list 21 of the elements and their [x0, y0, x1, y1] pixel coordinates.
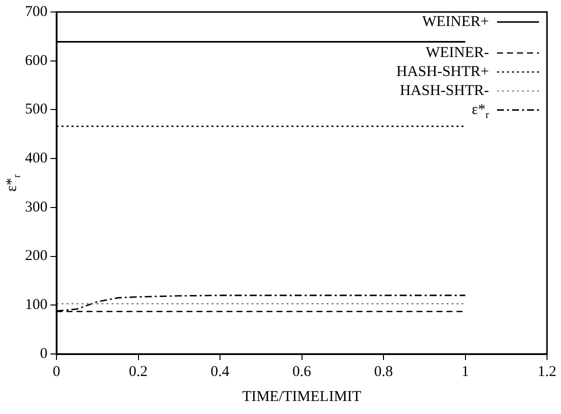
- x-tick-label: 0.6: [292, 364, 312, 380]
- y-tick-label: 100: [25, 297, 48, 314]
- legend-label: WEINER-: [426, 44, 490, 61]
- y-tick-label: 400: [25, 150, 48, 167]
- y-tick-label: 200: [25, 248, 48, 264]
- y-tick-label: 600: [25, 52, 48, 69]
- x-tick-label: 0.2: [128, 364, 148, 380]
- legend-label: HASH-SHTR-: [400, 82, 490, 99]
- y-tick-label: 500: [25, 102, 48, 118]
- x-axis-title: TIME/TIMELIMIT: [242, 388, 362, 405]
- y-axis-title: ε*r: [4, 174, 23, 192]
- x-tick-label: 0.8: [374, 364, 393, 380]
- y-tick-label: 700: [25, 4, 48, 20]
- y-tick-label: 300: [25, 199, 48, 216]
- legend-label: WEINER+: [422, 14, 490, 30]
- legend-label: HASH-SHTR+: [396, 64, 490, 80]
- x-tick-label: 0: [52, 364, 60, 380]
- x-tick-label: 0.4: [210, 364, 230, 380]
- x-tick-label: 1.2: [538, 364, 556, 380]
- x-tick-label: 1: [462, 364, 469, 380]
- y-tick-label: 0: [40, 346, 48, 362]
